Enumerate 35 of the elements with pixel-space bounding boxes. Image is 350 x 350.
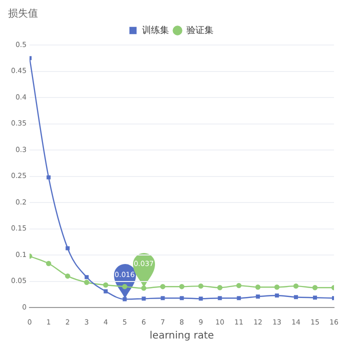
point [218, 296, 222, 300]
x-axis-title: learning rate [150, 330, 214, 342]
point [293, 283, 299, 289]
point [122, 297, 127, 302]
y-axis-title: 损失值 [8, 8, 38, 20]
point [142, 296, 146, 301]
point [46, 260, 52, 266]
point [198, 283, 204, 289]
point [256, 294, 260, 299]
point [46, 175, 51, 180]
point [65, 273, 70, 279]
point [236, 282, 242, 288]
point [274, 294, 279, 298]
point [104, 289, 108, 294]
point [198, 296, 203, 301]
point [160, 296, 165, 300]
point [160, 284, 166, 290]
point [122, 284, 128, 290]
point [84, 275, 89, 280]
legend-label: 验证集 [186, 24, 214, 36]
point [66, 246, 70, 250]
point [294, 295, 298, 300]
point [141, 286, 146, 291]
point [217, 285, 222, 290]
point [255, 284, 260, 290]
point [274, 284, 280, 290]
point [84, 280, 90, 285]
point [236, 296, 241, 300]
point [312, 296, 317, 300]
point [103, 282, 108, 288]
point [312, 285, 318, 290]
point [180, 296, 184, 300]
point [179, 284, 184, 290]
legend-label: 训练集 [142, 24, 169, 36]
line-series [30, 254, 334, 291]
